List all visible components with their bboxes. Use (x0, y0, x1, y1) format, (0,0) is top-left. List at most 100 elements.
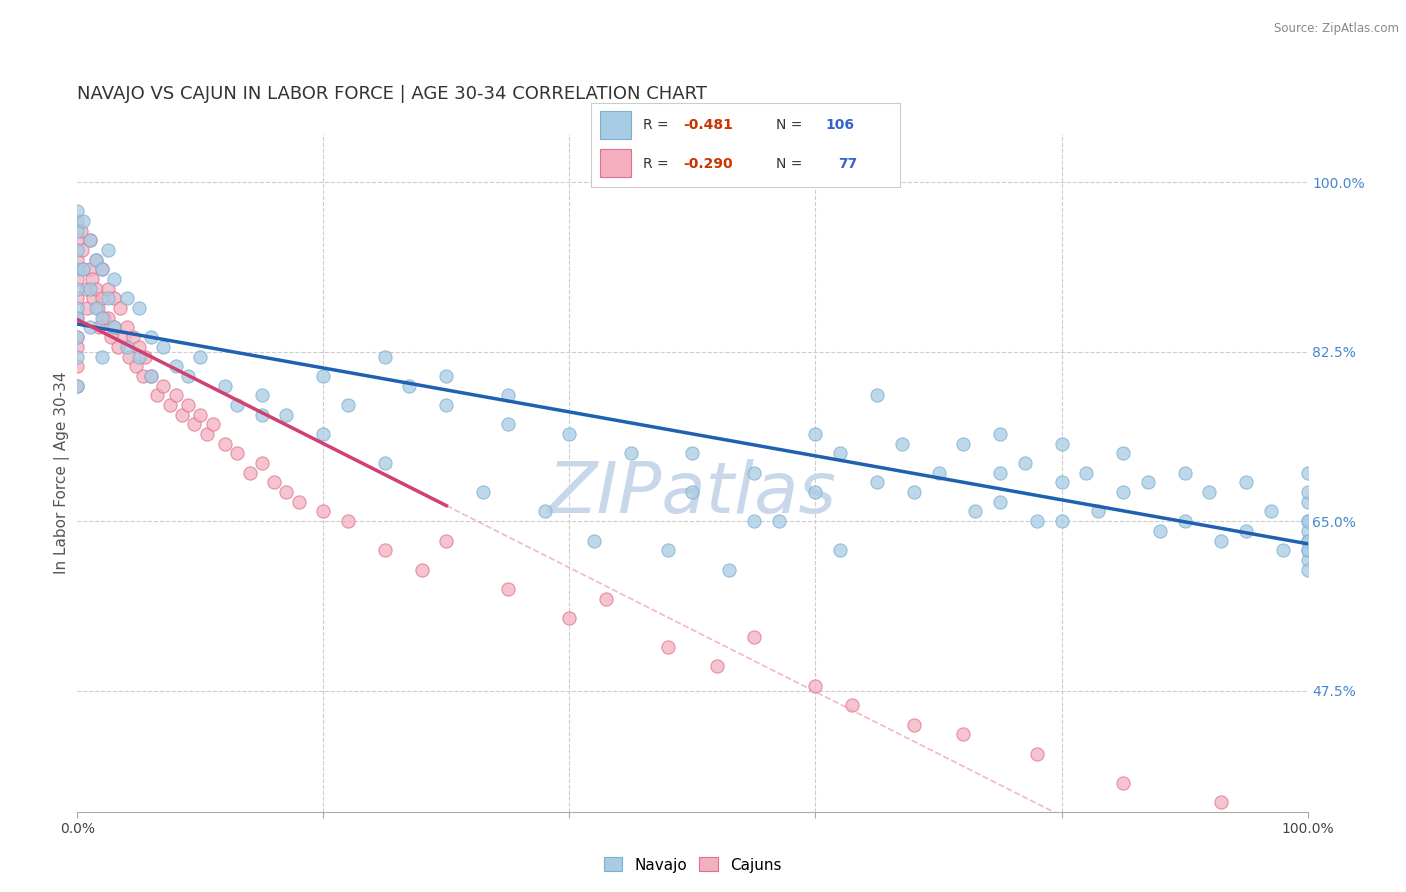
Point (110, 301, 132, 315)
Point (84, 252, 107, 267)
Point (534, 504, 557, 518)
Point (66, 350, 89, 364)
Text: -0.290: -0.290 (683, 157, 733, 170)
Point (72, 262, 94, 277)
Point (72, 262, 94, 277)
Point (66, 233, 89, 247)
Text: R =: R = (643, 157, 673, 170)
Point (1211, 795, 1233, 809)
Point (103, 292, 125, 306)
Point (496, 417, 519, 432)
Point (214, 436, 236, 450)
Point (152, 340, 174, 354)
Point (436, 398, 458, 412)
Point (183, 417, 205, 432)
Point (288, 495, 311, 509)
Point (141, 368, 163, 383)
Point (66, 330, 89, 344)
Point (595, 591, 617, 606)
Text: -0.481: -0.481 (683, 119, 733, 132)
Point (112, 330, 135, 344)
Point (496, 388, 519, 402)
Point (97, 310, 120, 325)
Text: N =: N = (776, 119, 807, 132)
Point (928, 466, 950, 480)
Point (706, 659, 728, 673)
Point (1296, 524, 1319, 538)
Point (374, 543, 396, 558)
Point (201, 417, 224, 432)
Point (66, 282, 89, 296)
Text: Source: ZipAtlas.com: Source: ZipAtlas.com (1274, 22, 1399, 36)
Point (165, 388, 187, 402)
Point (70, 224, 93, 238)
Point (903, 485, 925, 500)
Point (128, 350, 150, 364)
Bar (600, 111, 631, 139)
Point (1076, 466, 1098, 480)
Point (128, 301, 150, 315)
Point (107, 340, 129, 354)
Point (1087, 504, 1109, 518)
Y-axis label: In Labor Force | Age 30-34: In Labor Force | Age 30-34 (55, 371, 70, 574)
Point (374, 456, 396, 470)
Point (190, 350, 212, 364)
Point (72, 214, 94, 228)
Point (1296, 533, 1319, 548)
Point (70, 243, 93, 257)
Point (768, 514, 790, 528)
Point (79, 282, 101, 296)
Text: NAVAJO VS CAJUN IN LABOR FORCE | AGE 30-34 CORRELATION CHART: NAVAJO VS CAJUN IN LABOR FORCE | AGE 30-… (77, 85, 707, 103)
Point (682, 446, 704, 460)
Point (66, 330, 89, 344)
Point (66, 310, 89, 325)
Point (118, 350, 141, 364)
Point (239, 466, 262, 480)
Point (1112, 775, 1135, 789)
Point (1260, 504, 1282, 518)
Point (84, 252, 107, 267)
Point (1136, 475, 1159, 490)
Point (79, 320, 101, 334)
Point (276, 408, 298, 422)
Point (952, 727, 974, 741)
Point (79, 233, 101, 247)
Point (250, 388, 273, 402)
Point (1050, 475, 1073, 490)
Point (337, 398, 360, 412)
Point (1112, 485, 1135, 500)
Point (66, 243, 89, 257)
Point (84, 282, 107, 296)
Point (988, 427, 1011, 442)
Point (190, 408, 212, 422)
Point (66, 272, 89, 286)
Point (1149, 524, 1171, 538)
Legend: Navajo, Cajuns: Navajo, Cajuns (598, 851, 787, 879)
Point (250, 456, 273, 470)
Point (411, 563, 433, 577)
Point (100, 330, 122, 344)
Point (82, 292, 104, 306)
Point (66, 224, 89, 238)
Point (90, 350, 114, 364)
Point (89, 320, 111, 334)
Point (398, 378, 420, 392)
Point (1296, 543, 1319, 558)
Point (66, 378, 89, 392)
Point (804, 485, 827, 500)
Point (250, 408, 273, 422)
Point (177, 368, 200, 383)
Point (804, 679, 827, 693)
Point (657, 543, 679, 558)
Point (1296, 543, 1319, 558)
Point (1174, 466, 1197, 480)
Point (558, 427, 581, 442)
Point (830, 446, 852, 460)
Point (141, 368, 163, 383)
Point (66, 359, 89, 374)
Point (952, 436, 974, 450)
Text: R =: R = (643, 119, 673, 132)
Point (558, 611, 581, 625)
Text: N =: N = (776, 157, 807, 170)
Point (97, 282, 120, 296)
